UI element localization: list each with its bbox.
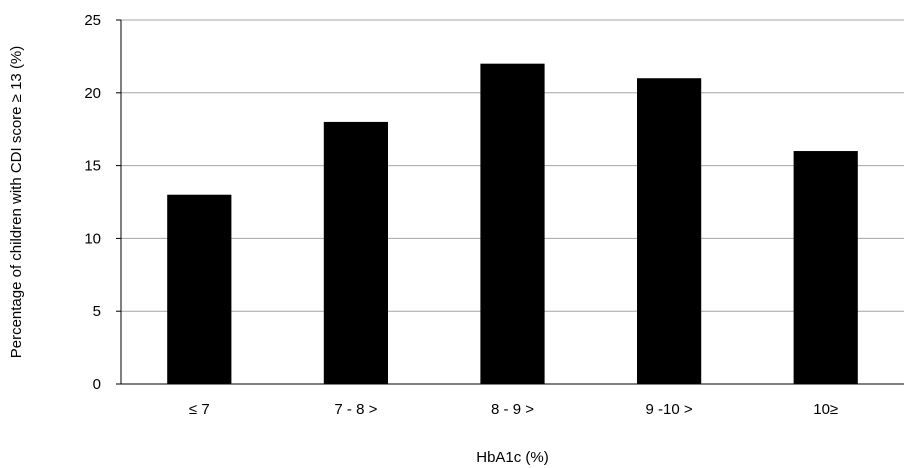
y-tick-label: 10 [84,230,101,247]
bar-1 [167,194,232,384]
x-tick-label: 8 - 9 > [491,401,534,418]
y-tick-label: 20 [84,85,101,102]
y-tick-label: 0 [93,376,101,393]
x-tick-label: 7 - 8 > [334,401,377,418]
bar-2 [323,121,389,385]
x-tick-label: 10≥ [813,401,838,418]
y-tick-label: 25 [84,12,101,29]
axes [116,19,904,385]
bar-4 [636,78,702,385]
bar-3 [480,63,545,385]
bars [167,63,858,385]
y-tick-label: 15 [84,158,101,175]
y-axis-label: Percentage of children with CDI score ≥ … [8,46,25,359]
x-axis-label: HbA1c (%) [476,449,549,466]
y-tick-label: 5 [93,303,101,320]
bar-5 [793,151,858,384]
x-tick-label: 9 -10 > [646,401,693,418]
tick-labels: 0 5 10 15 20 25 ≤ 7 7 - 8 > 8 - 9 > 9 -10 > 10≥ [84,12,838,418]
x-tick-label: ≤ 7 [189,401,210,418]
